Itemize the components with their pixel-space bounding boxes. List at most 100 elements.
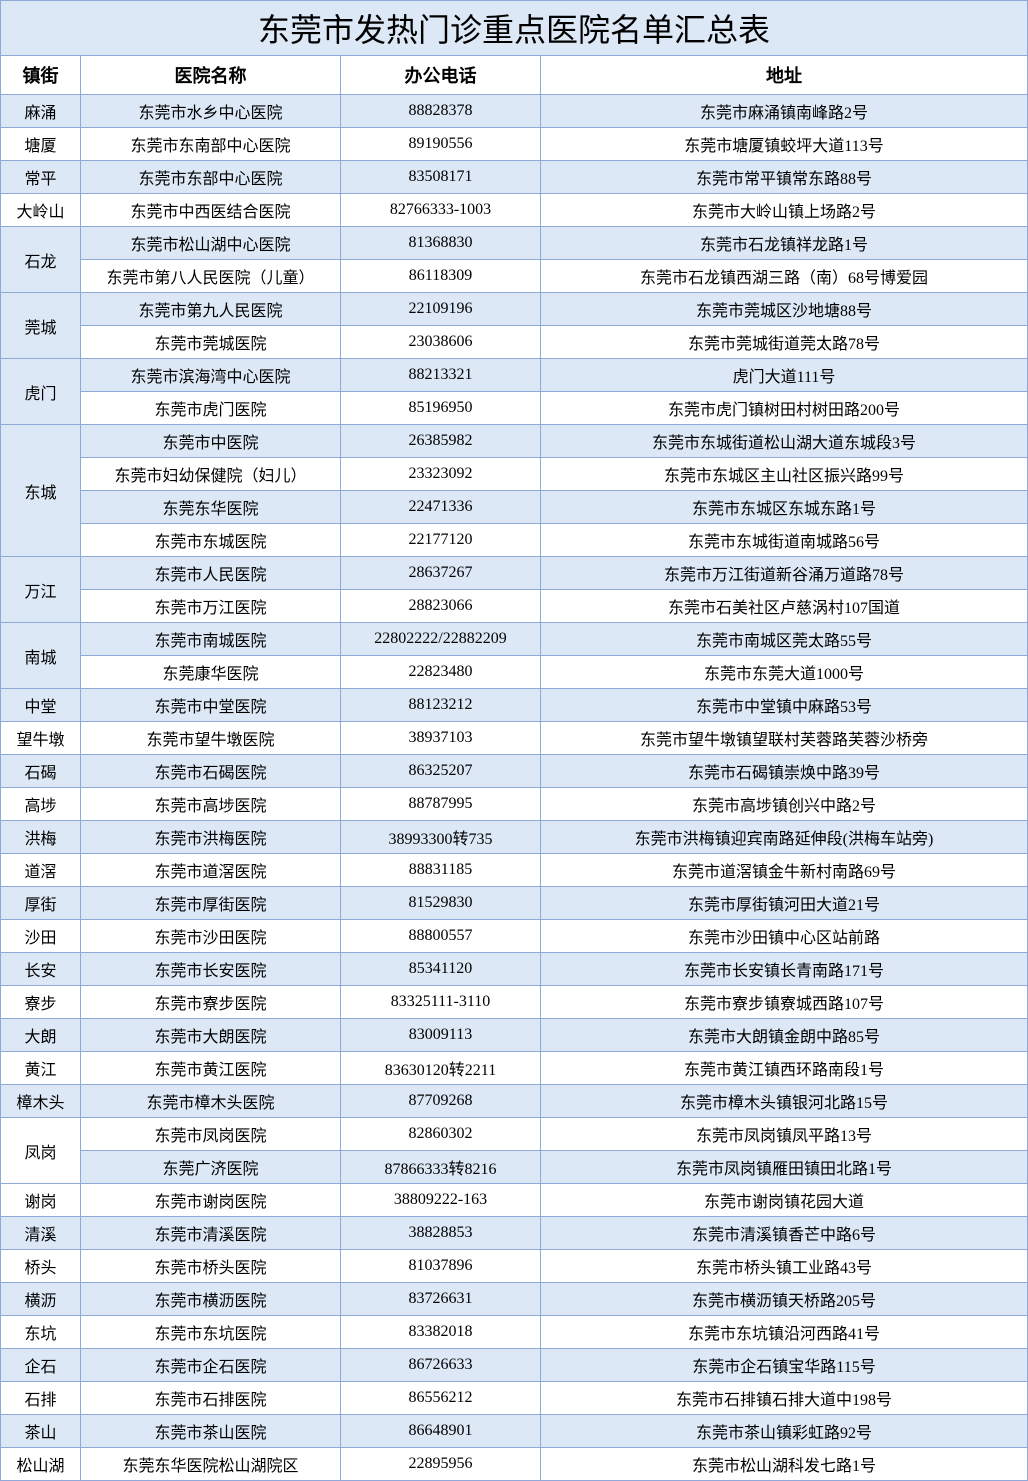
- header-address: 地址: [541, 56, 1028, 95]
- cell-address: 东莞市厚街镇河田大道21号: [541, 887, 1028, 920]
- table-row: 黄江东莞市黄江医院83630120转2211东莞市黄江镇西环路南段1号: [1, 1052, 1028, 1085]
- cell-phone: 83325111-3110: [341, 986, 541, 1019]
- cell-hospital: 东莞市中西医结合医院: [81, 194, 341, 227]
- table-row: 寮步东莞市寮步医院83325111-3110东莞市寮步镇寮城西路107号: [1, 986, 1028, 1019]
- cell-phone: 88213321: [341, 359, 541, 392]
- table-row: 塘厦东莞市东南部中心医院89190556东莞市塘厦镇蛟坪大道113号: [1, 128, 1028, 161]
- cell-hospital: 东莞市道滘医院: [81, 854, 341, 887]
- cell-address: 东莞市大朗镇金朗中路85号: [541, 1019, 1028, 1052]
- table-title: 东莞市发热门诊重点医院名单汇总表: [1, 1, 1028, 56]
- cell-town: 大岭山: [1, 194, 81, 227]
- cell-phone: 87709268: [341, 1085, 541, 1118]
- cell-town: 望牛墩: [1, 722, 81, 755]
- table-row: 东莞康华医院22823480东莞市东莞大道1000号: [1, 656, 1028, 689]
- cell-phone: 89190556: [341, 128, 541, 161]
- cell-address: 东莞市石碣镇崇焕中路39号: [541, 755, 1028, 788]
- cell-hospital: 东莞市黄江医院: [81, 1052, 341, 1085]
- table-row: 东莞市万江医院28823066东莞市石美社区卢慈涡村107国道: [1, 590, 1028, 623]
- cell-phone: 22802222/22882209: [341, 623, 541, 656]
- cell-address: 东莞市道滘镇金牛新村南路69号: [541, 854, 1028, 887]
- cell-phone: 88123212: [341, 689, 541, 722]
- cell-hospital: 东莞市万江医院: [81, 590, 341, 623]
- cell-hospital: 东莞市滨海湾中心医院: [81, 359, 341, 392]
- cell-address: 东莞市东莞大道1000号: [541, 656, 1028, 689]
- cell-hospital: 东莞市石碣医院: [81, 755, 341, 788]
- cell-town: 横沥: [1, 1283, 81, 1316]
- cell-hospital: 东莞东华医院: [81, 491, 341, 524]
- hospital-table: 东莞市发热门诊重点医院名单汇总表 镇街 医院名称 办公电话 地址 麻涌东莞市水乡…: [0, 0, 1028, 1481]
- cell-address: 东莞市石龙镇西湖三路（南）68号博爱园: [541, 260, 1028, 293]
- cell-address: 东莞市莞城区沙地塘88号: [541, 293, 1028, 326]
- cell-hospital: 东莞市企石医院: [81, 1349, 341, 1382]
- cell-hospital: 东莞康华医院: [81, 656, 341, 689]
- table-row: 东城东莞市中医院26385982东莞市东城街道松山湖大道东城段3号: [1, 425, 1028, 458]
- cell-hospital: 东莞市大朗医院: [81, 1019, 341, 1052]
- cell-town: 沙田: [1, 920, 81, 953]
- cell-town: 洪梅: [1, 821, 81, 854]
- cell-town: 清溪: [1, 1217, 81, 1250]
- cell-address: 东莞市桥头镇工业路43号: [541, 1250, 1028, 1283]
- cell-town: 虎门: [1, 359, 81, 425]
- table-row: 凤岗东莞市凤岗医院82860302东莞市凤岗镇凤平路13号: [1, 1118, 1028, 1151]
- cell-phone: 22895956: [341, 1448, 541, 1481]
- cell-phone: 86556212: [341, 1382, 541, 1415]
- cell-phone: 22823480: [341, 656, 541, 689]
- cell-address: 东莞市东城区主山社区振兴路99号: [541, 458, 1028, 491]
- table-row: 洪梅东莞市洪梅医院38993300转735东莞市洪梅镇迎宾南路延伸段(洪梅车站旁…: [1, 821, 1028, 854]
- cell-address: 东莞市谢岗镇花园大道: [541, 1184, 1028, 1217]
- cell-hospital: 东莞市南城医院: [81, 623, 341, 656]
- table-row: 道滘东莞市道滘医院88831185东莞市道滘镇金牛新村南路69号: [1, 854, 1028, 887]
- cell-phone: 22177120: [341, 524, 541, 557]
- table-row: 东莞东华医院22471336东莞市东城区东城东路1号: [1, 491, 1028, 524]
- cell-phone: 88828378: [341, 95, 541, 128]
- cell-phone: 38809222-163: [341, 1184, 541, 1217]
- cell-address: 东莞市大岭山镇上场路2号: [541, 194, 1028, 227]
- cell-phone: 83630120转2211: [341, 1052, 541, 1085]
- cell-hospital: 东莞市中医院: [81, 425, 341, 458]
- cell-phone: 82766333-1003: [341, 194, 541, 227]
- cell-address: 东莞市中堂镇中麻路53号: [541, 689, 1028, 722]
- cell-address: 东莞市莞城街道莞太路78号: [541, 326, 1028, 359]
- cell-hospital: 东莞市东坑医院: [81, 1316, 341, 1349]
- cell-address: 东莞市望牛墩镇望联村芙蓉路芙蓉沙桥旁: [541, 722, 1028, 755]
- header-phone: 办公电话: [341, 56, 541, 95]
- cell-town: 石排: [1, 1382, 81, 1415]
- cell-town: 长安: [1, 953, 81, 986]
- cell-address: 东莞市东城街道南城路56号: [541, 524, 1028, 557]
- cell-town: 石碣: [1, 755, 81, 788]
- cell-phone: 38828853: [341, 1217, 541, 1250]
- cell-phone: 82860302: [341, 1118, 541, 1151]
- cell-address: 东莞市洪梅镇迎宾南路延伸段(洪梅车站旁): [541, 821, 1028, 854]
- cell-town: 凤岗: [1, 1118, 81, 1184]
- cell-address: 东莞市寮步镇寮城西路107号: [541, 986, 1028, 1019]
- cell-hospital: 东莞市凤岗医院: [81, 1118, 341, 1151]
- hospital-table-container: 东莞市发热门诊重点医院名单汇总表 镇街 医院名称 办公电话 地址 麻涌东莞市水乡…: [0, 0, 1028, 1481]
- cell-hospital: 东莞市东城医院: [81, 524, 341, 557]
- cell-address: 东莞市横沥镇天桥路205号: [541, 1283, 1028, 1316]
- cell-phone: 83508171: [341, 161, 541, 194]
- table-row: 桥头东莞市桥头医院81037896东莞市桥头镇工业路43号: [1, 1250, 1028, 1283]
- cell-address: 东莞市东城街道松山湖大道东城段3号: [541, 425, 1028, 458]
- table-row: 东莞市莞城医院23038606东莞市莞城街道莞太路78号: [1, 326, 1028, 359]
- table-row: 长安东莞市长安医院85341120东莞市长安镇长青南路171号: [1, 953, 1028, 986]
- cell-town: 塘厦: [1, 128, 81, 161]
- cell-hospital: 东莞市高埗医院: [81, 788, 341, 821]
- cell-town: 万江: [1, 557, 81, 623]
- cell-address: 东莞市东坑镇沿河西路41号: [541, 1316, 1028, 1349]
- cell-hospital: 东莞市寮步医院: [81, 986, 341, 1019]
- cell-town: 黄江: [1, 1052, 81, 1085]
- cell-address: 东莞市高埗镇创兴中路2号: [541, 788, 1028, 821]
- cell-phone: 85341120: [341, 953, 541, 986]
- cell-phone: 81368830: [341, 227, 541, 260]
- cell-phone: 22471336: [341, 491, 541, 524]
- cell-hospital: 东莞市清溪医院: [81, 1217, 341, 1250]
- table-row: 企石东莞市企石医院86726633东莞市企石镇宝华路115号: [1, 1349, 1028, 1382]
- cell-hospital: 东莞市望牛墩医院: [81, 722, 341, 755]
- cell-hospital: 东莞市水乡中心医院: [81, 95, 341, 128]
- cell-phone: 23038606: [341, 326, 541, 359]
- cell-town: 常平: [1, 161, 81, 194]
- cell-phone: 86325207: [341, 755, 541, 788]
- table-row: 松山湖东莞东华医院松山湖院区22895956东莞市松山湖科发七路1号: [1, 1448, 1028, 1481]
- cell-town: 中堂: [1, 689, 81, 722]
- cell-phone: 28823066: [341, 590, 541, 623]
